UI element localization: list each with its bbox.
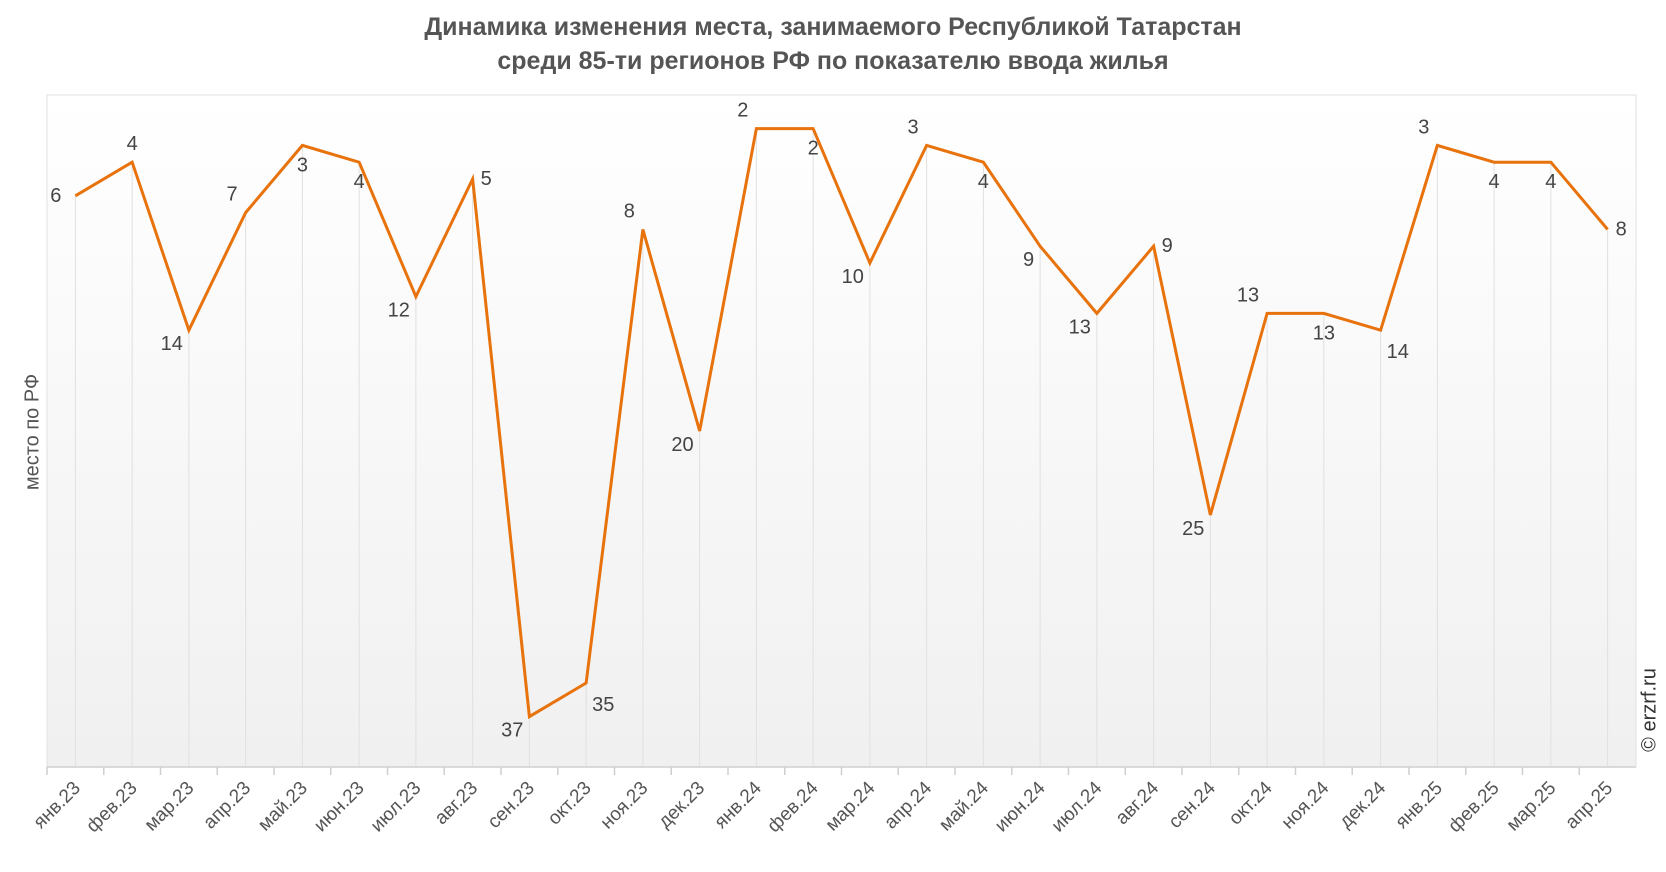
chart-title-line1: Динамика изменения места, занимаемого Ре… (424, 13, 1242, 41)
x-tick-label: мар.24 (822, 777, 880, 835)
data-label: 13 (1237, 284, 1259, 306)
x-tick-label: июн.24 (991, 777, 1050, 836)
x-tick-label: май.23 (254, 778, 312, 836)
watermark: © erzrf.ru (1638, 668, 1661, 752)
x-tick-label: дек.24 (1335, 777, 1390, 832)
data-label: 3 (907, 116, 918, 138)
x-tick-label: июл.23 (367, 778, 426, 837)
data-label: 10 (842, 266, 864, 288)
data-label: 13 (1313, 322, 1335, 344)
chart-title-line2: среди 85-ти регионов РФ по показателю вв… (497, 47, 1169, 75)
data-label: 20 (671, 434, 693, 456)
x-tick-label: июн.23 (310, 778, 369, 837)
x-tick-label: дек.23 (654, 778, 709, 833)
data-label: 25 (1182, 518, 1204, 540)
x-tick-label: сен.24 (1165, 777, 1220, 832)
plot-area (46, 94, 1637, 768)
x-tick-label: сен.23 (484, 778, 539, 833)
chart-title: Динамика изменения места, занимаемого Ре… (0, 10, 1666, 78)
data-label: 4 (354, 171, 365, 193)
data-label: 3 (297, 154, 308, 176)
data-label: 14 (1387, 341, 1409, 363)
data-label: 12 (388, 300, 410, 322)
data-label: 4 (978, 171, 989, 193)
data-label: 2 (737, 100, 748, 122)
x-tick-label: янв.23 (30, 778, 85, 833)
data-label: 6 (50, 185, 61, 207)
data-label: 4 (1545, 171, 1556, 193)
data-label: 2 (808, 138, 819, 160)
data-label: 8 (1616, 218, 1627, 240)
x-tick-label: ноя.24 (1278, 777, 1334, 833)
x-tick-label: окт.23 (544, 778, 596, 830)
x-tick-label: апр.24 (880, 777, 936, 833)
data-label: 3 (1418, 116, 1429, 138)
x-tick-label: апр.23 (199, 778, 255, 834)
x-tick-label: фев.23 (82, 778, 141, 837)
data-label: 9 (1023, 249, 1034, 271)
x-tick-label: фев.24 (763, 777, 822, 836)
series-line (74, 127, 1609, 720)
x-tick-label: окт.24 (1225, 777, 1277, 829)
y-axis-label: место по РФ (21, 373, 44, 491)
x-tick-label: ноя.23 (597, 778, 653, 834)
x-tick-label: апр.25 (1561, 778, 1617, 834)
data-label: 9 (1162, 235, 1173, 257)
x-tick-label: июл.24 (1048, 777, 1107, 836)
x-tick-label: мар.25 (1503, 778, 1561, 836)
data-label: 37 (501, 720, 523, 742)
data-label: 5 (481, 168, 492, 190)
data-label: 4 (127, 133, 138, 155)
x-tick-label: мар.23 (141, 778, 199, 836)
x-tick-label: май.24 (935, 777, 993, 835)
data-label: 7 (227, 184, 238, 206)
data-label: 8 (624, 200, 635, 222)
data-label: 14 (161, 333, 183, 355)
x-tick-label: янв.24 (711, 777, 767, 833)
data-label: 13 (1069, 316, 1091, 338)
x-tick-label: авг.24 (1112, 777, 1164, 829)
data-label: 4 (1489, 171, 1500, 193)
data-label: 35 (592, 694, 614, 716)
x-tick-label: авг.23 (431, 778, 482, 829)
x-tick-label: фев.25 (1444, 778, 1503, 837)
x-tick-label: янв.25 (1392, 778, 1447, 833)
